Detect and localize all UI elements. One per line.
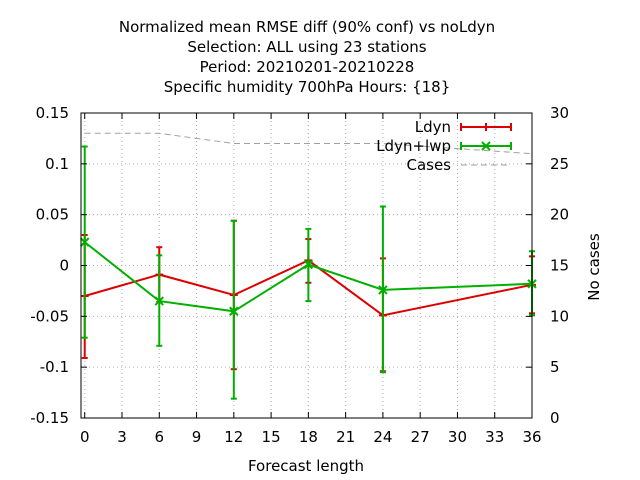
series-layer: [80, 145, 537, 400]
x-tick-label: 18: [299, 428, 318, 446]
chart-title: Normalized mean RMSE diff (90% conf) vs …: [119, 18, 495, 96]
x-tick-label: 33: [485, 428, 504, 446]
data-point: [80, 237, 90, 247]
y-tick-label: -0.15: [30, 409, 69, 427]
y2-axis-label: No cases: [585, 233, 603, 301]
chart-title-line-2: Selection: ALL using 23 stations: [187, 38, 426, 56]
legend-label: Ldyn+lwp: [376, 137, 451, 155]
x-tick-label: 30: [448, 428, 467, 446]
x-tick-label: 24: [373, 428, 392, 446]
data-point: [154, 296, 164, 306]
y-tick-label: -0.1: [40, 358, 69, 376]
axis-ticks: 0 3 6 9 12 15 18 21 24 27 30 33 36-0.15-0.1-0.0500.0…: [30, 104, 569, 446]
y2-tick-label: 15: [550, 257, 569, 275]
y2-tick-label: 20: [550, 206, 569, 224]
y-tick-label: 0: [59, 257, 69, 275]
series-ldyn-lwp: [80, 145, 537, 400]
data-point: [303, 259, 314, 270]
legend-item: Ldyn: [415, 118, 512, 136]
x-tick-label: 36: [522, 428, 541, 446]
y-tick-label: 0.15: [36, 104, 69, 122]
y2-tick-label: 30: [550, 104, 569, 122]
legend-item: Cases: [406, 156, 511, 174]
y2-tick-label: 0: [550, 409, 560, 427]
x-tick-label: 0: [80, 428, 90, 446]
chart-title-line-3: Period: 20210201-20210228: [200, 58, 415, 76]
series-cases: [84, 132, 533, 155]
x-tick-label: 9: [192, 428, 202, 446]
series-line: [84, 241, 533, 313]
x-tick-label: 15: [262, 428, 281, 446]
data-point: [229, 306, 239, 316]
y-tick-label: -0.05: [30, 307, 69, 325]
legend-marker: [481, 141, 491, 151]
cases-series: [84, 132, 533, 155]
chart-title-line-4: Specific humidity 700hPa Hours: {18}: [164, 78, 451, 96]
x-tick-label: 21: [336, 428, 355, 446]
legend-label: Ldyn: [415, 118, 451, 136]
x-tick-label: 3: [117, 428, 127, 446]
y2-tick-label: 5: [550, 358, 560, 376]
series-line: [84, 132, 533, 155]
y-tick-label: 0.05: [36, 206, 69, 224]
data-point: [378, 285, 388, 295]
legend-marker: [482, 123, 490, 131]
legend-item: Ldyn+lwp: [376, 137, 512, 155]
chart-title-line-1: Normalized mean RMSE diff (90% conf) vs …: [119, 18, 495, 36]
x-tick-label: 6: [154, 428, 164, 446]
legend-label: Cases: [406, 156, 451, 174]
y-tick-label: 0.1: [45, 155, 69, 173]
y2-tick-label: 10: [550, 307, 569, 325]
x-axis-label: Forecast length: [248, 457, 364, 475]
x-tick-label: 12: [224, 428, 243, 446]
series-line: [84, 259, 533, 317]
x-tick-label: 27: [411, 428, 430, 446]
y2-tick-label: 25: [550, 155, 569, 173]
